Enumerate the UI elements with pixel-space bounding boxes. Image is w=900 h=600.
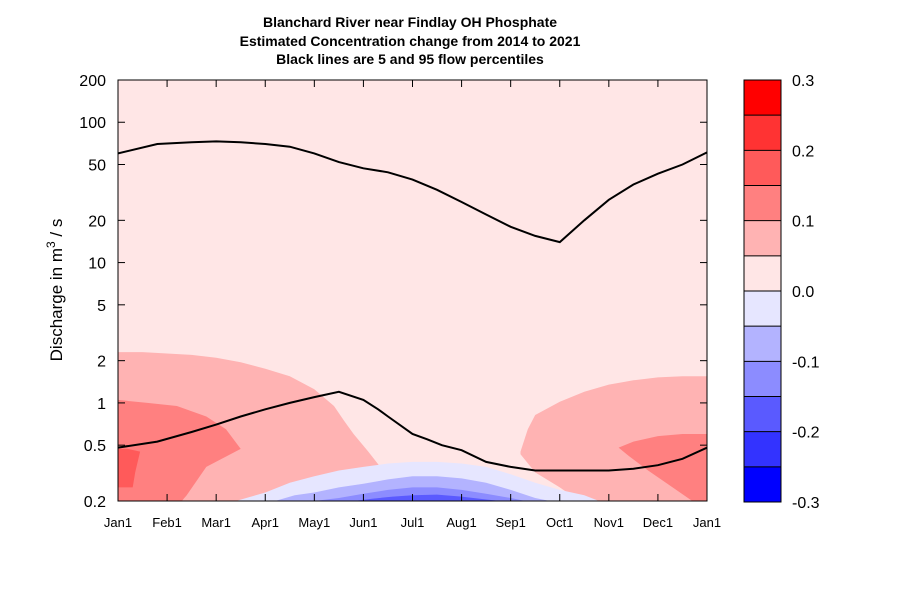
y-tick-label: 5 xyxy=(97,298,106,315)
colorbar-tick-label: 0.0 xyxy=(792,284,814,301)
y-tick-label: 0.2 xyxy=(84,494,106,511)
percentile-line-5 xyxy=(118,390,707,472)
colorbar-swatch xyxy=(744,291,781,327)
x-tick-label: Nov1 xyxy=(594,515,624,530)
x-tick-label: Jan1 xyxy=(104,515,132,530)
percentile-line-95 xyxy=(118,140,707,244)
y-axis-ticks: 0.2 0.5 1 2 5 10 20 50 100 200 xyxy=(79,73,707,511)
percentile-lines xyxy=(118,140,707,472)
y-axis-label-prefix: Discharge in m xyxy=(47,248,66,361)
y-tick-label: 200 xyxy=(79,73,106,90)
colorbar-tick-label: 0.1 xyxy=(792,214,814,231)
title-line-3: Black lines are 5 and 95 flow percentile… xyxy=(276,51,544,67)
contour-regions xyxy=(118,352,707,501)
colorbar xyxy=(743,79,782,503)
colorbar-swatch xyxy=(744,255,781,292)
colorbar-swatch xyxy=(744,361,781,397)
y-tick-label: 0.5 xyxy=(84,438,106,455)
colorbar-swatch xyxy=(744,185,781,221)
x-tick-label: Jan1 xyxy=(693,515,721,530)
colorbar-swatch xyxy=(744,466,781,503)
colorbar-tick-label: -0.3 xyxy=(792,495,820,512)
contour-region-1 xyxy=(118,399,241,501)
y-tick-label: 50 xyxy=(88,157,106,174)
colorbar-swatch xyxy=(744,150,781,186)
y-tick-label: 10 xyxy=(88,256,106,273)
colorbar-swatch xyxy=(744,326,781,362)
y-axis-label-suffix: / s xyxy=(47,219,66,242)
x-tick-label: Dec1 xyxy=(643,515,673,530)
colorbar-tick-label: 0.3 xyxy=(792,73,814,90)
title-line-2: Estimated Concentration change from 2014… xyxy=(240,33,581,49)
chart-title: Blanchard River near Findlay OH Phosphat… xyxy=(240,14,581,67)
colorbar-labels: 0.3 0.2 0.1 0.0 -0.1 -0.2 -0.3 xyxy=(792,73,820,512)
colorbar-tick-label: -0.2 xyxy=(792,425,820,442)
colorbar-tick-label: 0.2 xyxy=(792,143,814,160)
x-tick-label: Sep1 xyxy=(495,515,525,530)
colorbar-swatch xyxy=(744,115,781,151)
contour-region-4 xyxy=(618,434,707,501)
x-tick-label: May1 xyxy=(298,515,330,530)
x-tick-label: Aug1 xyxy=(446,515,476,530)
contour-region-8 xyxy=(353,494,501,501)
contour-region-7 xyxy=(314,487,526,501)
colorbar-swatch xyxy=(744,220,781,257)
y-axis-label-superscript: 3 xyxy=(44,241,58,248)
colorbar-swatch xyxy=(744,431,781,468)
title-line-1: Blanchard River near Findlay OH Phosphat… xyxy=(263,14,557,30)
x-tick-label: Apr1 xyxy=(252,515,279,530)
colorbar-swatch xyxy=(744,80,781,116)
x-tick-label: Feb1 xyxy=(152,515,182,530)
y-tick-label: 2 xyxy=(97,354,106,371)
x-axis-ticks: Jan1 Feb1 Mar1 Apr1 May1 Jun1 Jul1 Aug1 Sep1 Oct1… xyxy=(104,80,721,530)
x-tick-label: Oct1 xyxy=(546,515,573,530)
x-tick-label: Jul1 xyxy=(401,515,425,530)
x-tick-label: Mar1 xyxy=(201,515,231,530)
y-tick-label: 100 xyxy=(79,115,106,132)
y-tick-label: 1 xyxy=(97,396,106,413)
x-tick-label: Jun1 xyxy=(349,515,377,530)
y-axis-label: Discharge in m3 / s xyxy=(44,219,66,362)
colorbar-swatch xyxy=(744,396,781,432)
contour-region-2 xyxy=(118,448,141,488)
colorbar-frame xyxy=(743,79,782,503)
y-tick-label: 20 xyxy=(88,213,106,230)
colorbar-tick-label: -0.1 xyxy=(792,354,820,371)
